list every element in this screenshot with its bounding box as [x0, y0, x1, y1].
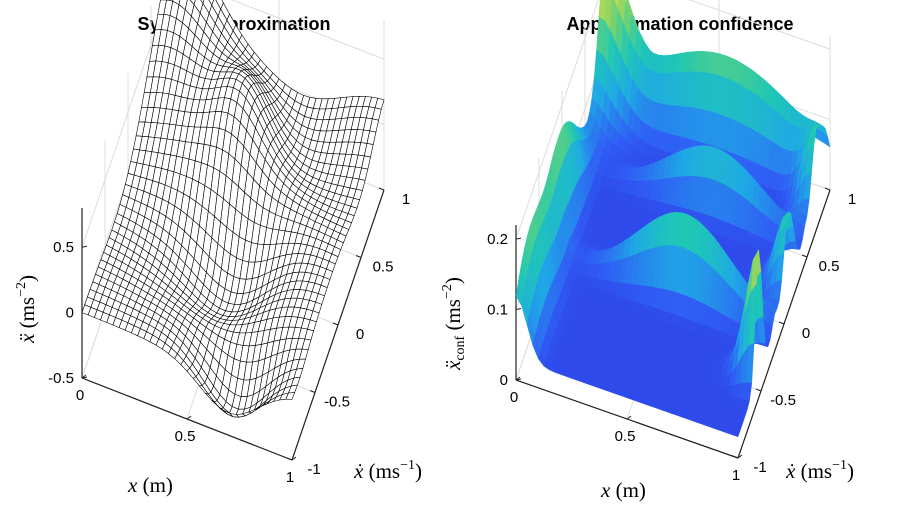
x-tick-label: 1 [732, 467, 740, 484]
y-tick-label: 0.5 [819, 258, 840, 275]
y-tick-label: -1 [753, 459, 766, 476]
y-tick [755, 388, 762, 392]
chart-left-surface [81, 0, 385, 418]
z-tick [515, 378, 522, 381]
gridline [515, 0, 599, 240]
x-tick-label: 1 [286, 469, 294, 486]
z-tick-label: 0 [500, 372, 508, 389]
x-tick [186, 415, 192, 420]
chart-right-tick-labels: 0 0.5 1 -1 -0.5 0 0.5 1 0 0.1 0.2 [487, 191, 856, 484]
y-tick-label: -1 [307, 461, 320, 478]
x-tick [737, 454, 743, 459]
chart-right-surface [515, 0, 831, 438]
z-tick-label: 0 [66, 305, 74, 322]
z-tick-label: 0.2 [487, 231, 508, 248]
y-tick-label: -0.5 [770, 392, 796, 409]
chart-right-axes [515, 187, 831, 459]
surface-patch [285, 392, 296, 400]
y-tick-label: 0 [802, 325, 810, 342]
gridline [688, 0, 831, 50]
y-tick-label: 1 [402, 191, 410, 208]
x-tick [291, 456, 297, 461]
chart-left-tick-labels: 00.51 -1-0.500.51-0.500.5 [48, 191, 410, 486]
z-tick [81, 376, 88, 379]
chart-left-zlabel: ẍ (ms−2) [14, 275, 39, 344]
y-tick-label: 0.5 [373, 259, 394, 276]
chart-right-ylabel: ẋ (ms−1) [785, 458, 854, 483]
chart-right-zlabel: ẍconf (ms−2) [440, 277, 468, 371]
z-tick [515, 237, 522, 240]
x-tick-label: 0.5 [175, 428, 196, 445]
gridline [230, 0, 385, 60]
x-tick [626, 415, 632, 420]
y-tick [355, 255, 362, 258]
y-tick-label: 0 [356, 326, 364, 343]
z-tick-label: -0.5 [48, 370, 74, 387]
y-tick [824, 187, 831, 191]
chart-left-xlabel: x (m) [127, 473, 173, 497]
x-tick-label: 0 [76, 387, 84, 404]
y-tick [332, 322, 339, 326]
z-tick-label: 0.5 [53, 239, 74, 256]
surface-patch [732, 427, 741, 438]
y-tick-label: -0.5 [324, 394, 350, 411]
z-tick [515, 308, 522, 311]
x-tick-label: 0.5 [615, 428, 636, 445]
chart-right-xlabel: x (m) [600, 478, 646, 502]
chart-right: Approximation confidence 00.51 -1-0.500.5… [440, 0, 856, 502]
y-tick [801, 254, 808, 258]
chart-left: System approximation 00.51-1-0.500.51-0.… [14, 0, 422, 497]
z-tick [81, 245, 88, 248]
y-tick [778, 321, 785, 325]
y-tick [286, 457, 293, 461]
y-tick [732, 455, 739, 459]
chart-left-axes [81, 187, 385, 461]
y-tick [378, 187, 385, 191]
z-tick-label: 0.1 [487, 302, 508, 319]
chart-left-ylabel: ẋ (ms−1) [353, 458, 422, 483]
y-tick [309, 390, 316, 393]
y-tick-label: 1 [848, 191, 856, 208]
x-tick-label: 0 [510, 389, 518, 406]
